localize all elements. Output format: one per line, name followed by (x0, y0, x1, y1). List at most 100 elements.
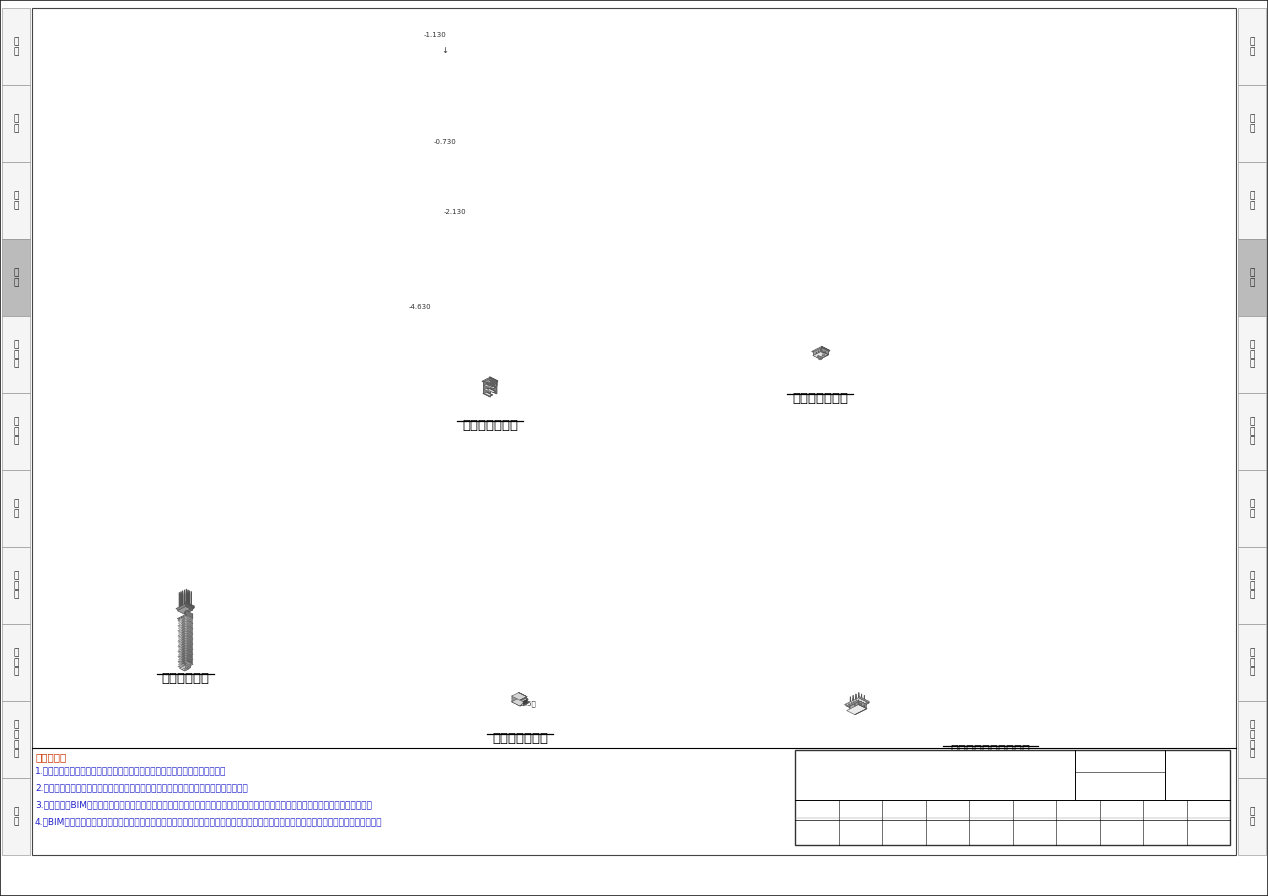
Polygon shape (181, 626, 189, 630)
Polygon shape (489, 391, 492, 392)
Bar (3, 547, 30, 624)
Polygon shape (855, 702, 869, 710)
Polygon shape (488, 383, 492, 386)
Polygon shape (181, 623, 189, 626)
Polygon shape (188, 646, 193, 650)
Polygon shape (823, 354, 825, 357)
Polygon shape (186, 621, 189, 623)
Polygon shape (813, 351, 828, 359)
Polygon shape (487, 389, 496, 392)
Polygon shape (183, 647, 193, 651)
Polygon shape (183, 660, 189, 665)
Polygon shape (179, 652, 188, 657)
Text: 电
气: 电 气 (1249, 499, 1255, 518)
Text: 校对: 校对 (1030, 806, 1038, 814)
Text: 页: 页 (1163, 806, 1167, 814)
Polygon shape (491, 380, 496, 383)
Polygon shape (820, 358, 822, 360)
Polygon shape (178, 620, 184, 624)
Bar (1238, 85, 1265, 162)
Polygon shape (181, 617, 189, 621)
Polygon shape (183, 654, 189, 658)
Polygon shape (186, 637, 193, 641)
Polygon shape (483, 393, 491, 397)
Polygon shape (183, 636, 193, 642)
Polygon shape (817, 357, 819, 358)
Polygon shape (493, 387, 496, 389)
Polygon shape (858, 696, 869, 702)
Text: 电
气: 电 气 (13, 499, 19, 518)
Polygon shape (489, 388, 496, 392)
Polygon shape (186, 645, 193, 650)
Polygon shape (511, 698, 527, 706)
Polygon shape (189, 636, 193, 640)
Polygon shape (189, 625, 193, 627)
Polygon shape (179, 649, 188, 653)
Polygon shape (486, 382, 491, 384)
Polygon shape (820, 350, 822, 351)
Polygon shape (179, 656, 188, 660)
Polygon shape (186, 625, 189, 626)
Text: 图集号: 图集号 (1112, 761, 1127, 770)
Polygon shape (189, 638, 193, 642)
Polygon shape (822, 351, 823, 352)
Polygon shape (183, 642, 189, 646)
Polygon shape (183, 634, 193, 640)
Polygon shape (487, 381, 496, 384)
Polygon shape (519, 693, 527, 697)
Polygon shape (189, 640, 193, 642)
Polygon shape (179, 627, 188, 632)
Polygon shape (183, 643, 193, 648)
Polygon shape (189, 651, 193, 655)
Polygon shape (179, 635, 188, 640)
Polygon shape (855, 703, 866, 711)
Polygon shape (179, 630, 188, 635)
Polygon shape (181, 640, 189, 643)
Polygon shape (183, 638, 193, 642)
Polygon shape (188, 631, 193, 633)
Polygon shape (186, 649, 193, 653)
Text: -0.730: -0.730 (434, 139, 456, 145)
Polygon shape (850, 706, 858, 711)
Polygon shape (179, 633, 188, 638)
Polygon shape (189, 633, 193, 636)
Text: 14.5号: 14.5号 (516, 700, 536, 707)
Polygon shape (853, 702, 862, 707)
Polygon shape (850, 702, 861, 708)
Polygon shape (181, 621, 189, 625)
Bar (795, 750, 1230, 845)
Polygon shape (189, 627, 193, 631)
Polygon shape (856, 709, 865, 713)
Polygon shape (181, 628, 189, 632)
Polygon shape (850, 702, 861, 708)
Polygon shape (179, 620, 188, 625)
Polygon shape (526, 702, 527, 703)
Polygon shape (491, 381, 496, 383)
Polygon shape (183, 637, 189, 641)
Bar (1238, 316, 1265, 393)
Polygon shape (526, 698, 527, 700)
Polygon shape (178, 646, 184, 649)
Polygon shape (183, 663, 188, 667)
Polygon shape (489, 376, 498, 382)
Polygon shape (183, 621, 193, 625)
Polygon shape (183, 662, 189, 667)
Bar (3, 393, 30, 470)
Polygon shape (855, 704, 860, 711)
Text: 屋面机房三维图: 屋面机房三维图 (792, 392, 848, 405)
Polygon shape (186, 626, 193, 629)
Polygon shape (186, 618, 193, 622)
Polygon shape (188, 651, 193, 654)
Polygon shape (186, 652, 193, 656)
Polygon shape (484, 392, 492, 396)
Polygon shape (183, 629, 188, 633)
Polygon shape (186, 645, 189, 647)
Polygon shape (178, 631, 184, 633)
Polygon shape (188, 636, 193, 639)
Polygon shape (181, 648, 189, 652)
Text: 共页: 共页 (1203, 806, 1213, 814)
Polygon shape (178, 635, 184, 639)
Polygon shape (183, 659, 188, 664)
Text: 智
能
化: 智 能 化 (13, 572, 19, 599)
Polygon shape (487, 383, 492, 386)
